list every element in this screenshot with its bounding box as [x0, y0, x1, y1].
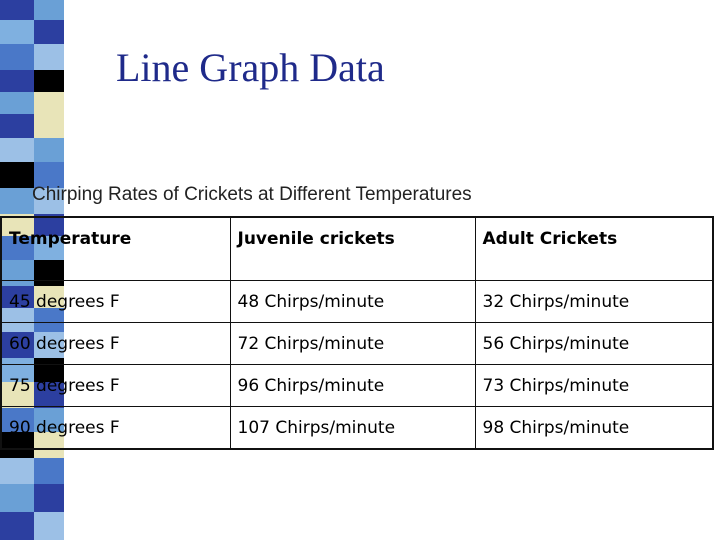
cell-temperature: 45 degrees F	[0, 280, 231, 323]
table-row: 75 degrees F 96 Chirps/minute 73 Chirps/…	[0, 364, 714, 407]
table-row: 90 degrees F 107 Chirps/minute 98 Chirps…	[0, 406, 714, 450]
slide-title: Line Graph Data	[116, 45, 385, 90]
table-row: 45 degrees F 48 Chirps/minute 32 Chirps/…	[0, 280, 714, 323]
header-juvenile-crickets: Juvenile crickets	[229, 216, 476, 281]
cell-juvenile: 96 Chirps/minute	[229, 364, 476, 407]
data-table: Temperature Juvenile crickets Adult Cric…	[0, 216, 714, 450]
cell-juvenile: 72 Chirps/minute	[229, 322, 476, 365]
cell-temperature: 90 degrees F	[0, 406, 231, 450]
table-row: 60 degrees F 72 Chirps/minute 56 Chirps/…	[0, 322, 714, 365]
cell-temperature: 75 degrees F	[0, 364, 231, 407]
header-temperature: Temperature	[0, 216, 231, 281]
cell-juvenile: 48 Chirps/minute	[229, 280, 476, 323]
header-adult-crickets: Adult Crickets	[474, 216, 714, 281]
table-header-row: Temperature Juvenile crickets Adult Cric…	[0, 216, 714, 281]
cell-adult: 32 Chirps/minute	[474, 280, 714, 323]
cell-adult: 73 Chirps/minute	[474, 364, 714, 407]
cell-juvenile: 107 Chirps/minute	[229, 406, 476, 450]
cell-adult: 98 Chirps/minute	[474, 406, 714, 450]
cell-adult: 56 Chirps/minute	[474, 322, 714, 365]
cell-temperature: 60 degrees F	[0, 322, 231, 365]
table-caption: Chirping Rates of Crickets at Different …	[32, 184, 472, 205]
